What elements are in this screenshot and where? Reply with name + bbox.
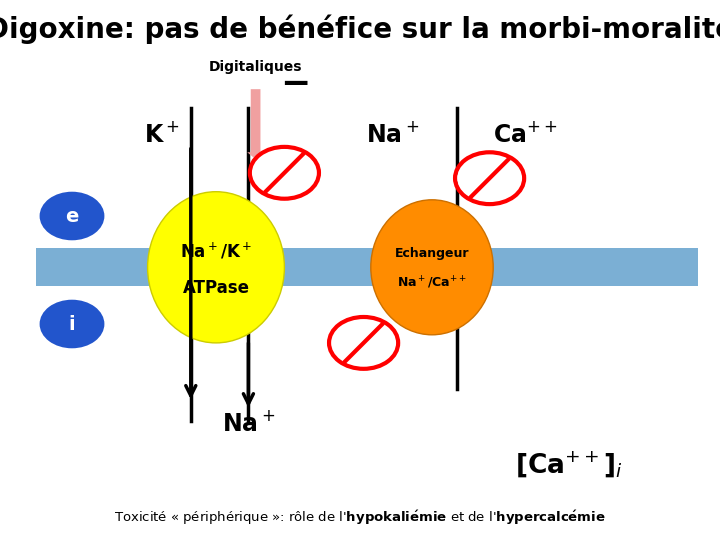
Text: Digoxine: pas de bénéfice sur la morbi-moralité: Digoxine: pas de bénéfice sur la morbi-m… [0, 15, 720, 44]
Text: i: i [68, 314, 76, 334]
Text: Digitaliques: Digitaliques [209, 60, 302, 75]
Text: −: − [280, 67, 310, 100]
Circle shape [330, 318, 397, 368]
Text: [Ca$^{++}$]$_i$: [Ca$^{++}$]$_i$ [515, 449, 623, 480]
Text: ATPase: ATPase [182, 279, 250, 297]
Text: Na$^+$/Ca$^{++}$: Na$^+$/Ca$^{++}$ [397, 274, 467, 291]
Text: e: e [66, 206, 78, 226]
Circle shape [40, 192, 104, 240]
Ellipse shape [371, 200, 493, 335]
Bar [36, 248, 698, 286]
Text: Ca$^{++}$: Ca$^{++}$ [493, 123, 558, 147]
Circle shape [456, 153, 523, 203]
Text: K$^+$: K$^+$ [144, 123, 180, 147]
Ellipse shape [148, 192, 284, 343]
Text: Na$^+$: Na$^+$ [222, 411, 275, 436]
Circle shape [40, 300, 104, 348]
Text: Echangeur: Echangeur [395, 247, 469, 260]
Circle shape [251, 148, 318, 198]
Text: Na$^+$/K$^+$: Na$^+$/K$^+$ [180, 241, 252, 261]
Text: Na$^+$: Na$^+$ [366, 123, 419, 147]
Text: Toxicité « périphérique »: rôle de l'$\mathbf{hypokali\acute{e}mie}$ et de l'$\m: Toxicité « périphérique »: rôle de l'$\m… [114, 509, 606, 528]
